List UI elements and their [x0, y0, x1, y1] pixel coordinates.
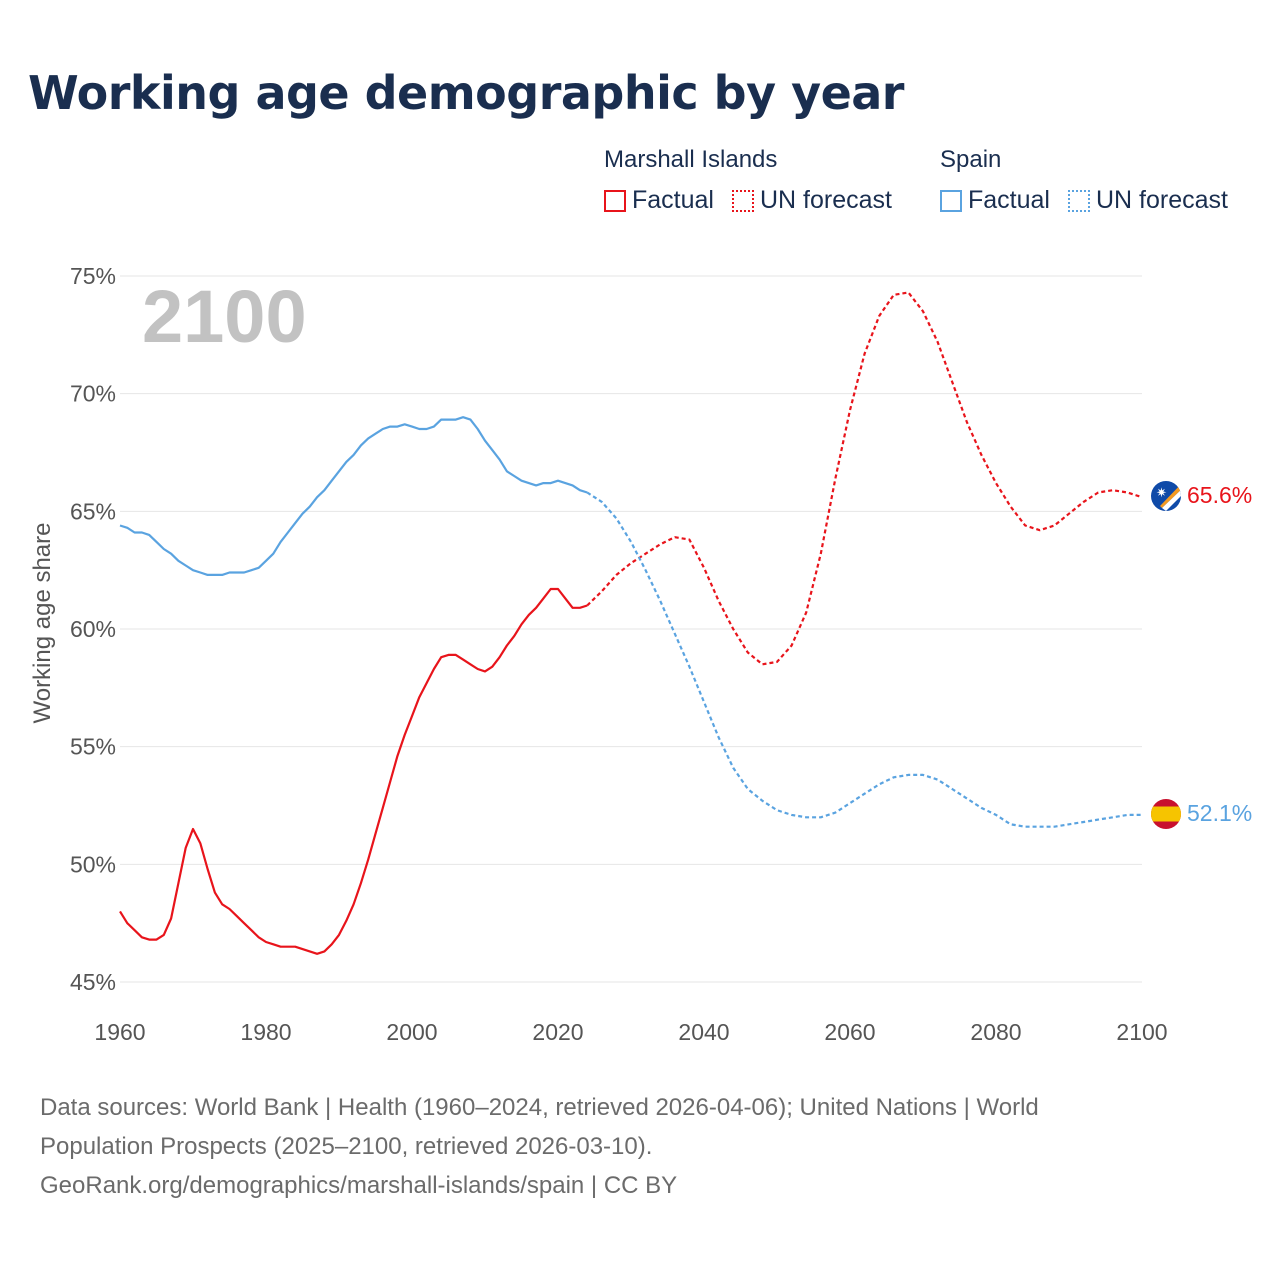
y-tick-65: 65%: [70, 498, 116, 524]
series-line-marshall-islands-forecast[interactable]: [586, 291, 1143, 666]
series-line-spain-forecast[interactable]: [586, 491, 1142, 828]
footer-line-3[interactable]: GeoRank.org/demographics/marshall-island…: [40, 1172, 678, 1199]
x-tick-1960: 1960: [94, 1019, 145, 1045]
chart-title: Working age demographic by year: [28, 66, 905, 120]
y-tick-60: 60%: [70, 616, 116, 642]
footer-line-1: Data sources: World Bank | Health (1960–…: [40, 1094, 1039, 1121]
legend-marshall: Factual UN forecast: [604, 186, 910, 215]
marshall-flag-icon: ✷: [1151, 481, 1181, 511]
x-tick-labels: 1960 1980 2000 2020 2040 2060 2080 2100: [94, 1019, 1167, 1045]
y-tick-45: 45%: [70, 969, 116, 995]
series-lines: [119, 291, 1143, 955]
x-tick-2100: 2100: [1116, 1019, 1167, 1045]
swatch-spain-forecast: [1067, 189, 1090, 212]
y-axis-label: Working age share: [29, 523, 56, 724]
legend-group-marshall: Marshall Islands: [604, 146, 778, 173]
legend-label-marshall-factual: Factual: [632, 186, 714, 214]
year-watermark: 2100: [142, 275, 307, 358]
legend-label-spain-factual: Factual: [968, 186, 1050, 214]
end-label-spain: 52.1%: [1187, 800, 1252, 826]
series-line-spain-factual[interactable]: [119, 416, 588, 576]
swatch-marshall-forecast: [731, 189, 754, 212]
y-tick-55: 55%: [70, 734, 116, 760]
y-tick-70: 70%: [70, 381, 116, 407]
y-tick-labels: 45% 50% 55% 60% 65% 70% 75%: [70, 263, 116, 995]
footer-sources: Data sources: World Bank | Health (1960–…: [40, 1088, 1220, 1205]
y-tick-50: 50%: [70, 851, 116, 877]
gridlines: [120, 275, 1142, 983]
legend-spain: Factual UN forecast: [940, 186, 1246, 215]
end-label-marshall: 65.6%: [1187, 482, 1252, 508]
legend-item-spain-factual[interactable]: Factual: [940, 186, 1050, 215]
y-tick-75: 75%: [70, 263, 116, 289]
legend-item-marshall-forecast[interactable]: UN forecast: [731, 186, 892, 215]
legend-group-spain: Spain: [940, 146, 1002, 173]
series-line-marshall-islands-factual[interactable]: [119, 587, 588, 955]
legend-item-spain-forecast[interactable]: UN forecast: [1067, 186, 1228, 215]
swatch-marshall-factual: [604, 189, 626, 212]
swatch-spain-factual: [940, 189, 962, 212]
x-tick-2000: 2000: [386, 1019, 437, 1045]
footer-line-2: Population Prospects (2025–2100, retriev…: [40, 1133, 653, 1160]
x-tick-2020: 2020: [532, 1019, 583, 1045]
x-tick-2080: 2080: [970, 1019, 1021, 1045]
x-tick-1980: 1980: [240, 1019, 291, 1045]
legend-label-marshall-forecast: UN forecast: [759, 186, 892, 214]
legend-item-marshall-factual[interactable]: Factual: [604, 186, 714, 215]
legend-label-spain-forecast: UN forecast: [1095, 186, 1228, 214]
svg-text:✷: ✷: [1156, 486, 1167, 501]
x-tick-2040: 2040: [678, 1019, 729, 1045]
x-tick-2060: 2060: [824, 1019, 875, 1045]
spain-flag-icon: [1151, 799, 1181, 829]
